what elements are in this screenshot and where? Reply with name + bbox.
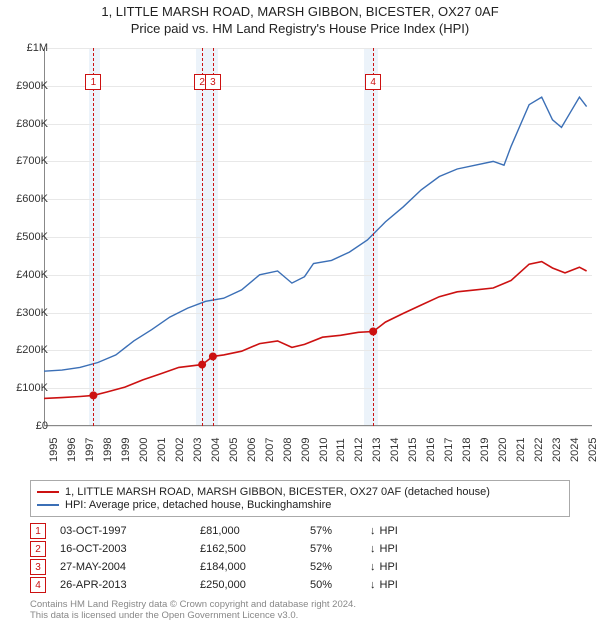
transaction-row: 2 16-OCT-2003£162,50057%↓ HPI bbox=[30, 540, 570, 558]
transaction-price: £162,500 bbox=[200, 543, 310, 555]
x-tick-label: 2009 bbox=[300, 438, 312, 462]
x-tick-label: 2014 bbox=[389, 438, 401, 462]
transactions-table: 103-OCT-1997£81,00057%↓HPI216-OCT-2003£1… bbox=[30, 522, 570, 594]
y-tick-label: £300K bbox=[16, 307, 48, 319]
marker-vline bbox=[93, 48, 94, 426]
transaction-pct: 52% bbox=[310, 561, 370, 573]
transaction-date: 16-OCT-2003 bbox=[60, 543, 200, 555]
x-tick-label: 2018 bbox=[461, 438, 473, 462]
x-tick-label: 2005 bbox=[228, 438, 240, 462]
x-tick-label: 1995 bbox=[48, 438, 60, 462]
x-tick-label: 2001 bbox=[156, 438, 168, 462]
title-line-1: 1, LITTLE MARSH ROAD, MARSH GIBBON, BICE… bbox=[0, 4, 600, 21]
x-tick-label: 2007 bbox=[264, 438, 276, 462]
marker-label-4: 4 bbox=[365, 74, 381, 90]
transaction-row: 4 26-APR-2013£250,00050%↓ HPI bbox=[30, 576, 570, 594]
transaction-number: 4 bbox=[30, 577, 46, 593]
x-tick-label: 2023 bbox=[551, 438, 563, 462]
transaction-suffix: HPI bbox=[380, 561, 398, 573]
x-tick-label: 1998 bbox=[102, 438, 114, 462]
transaction-price: £81,000 bbox=[200, 525, 310, 537]
x-tick-label: 1997 bbox=[84, 438, 96, 462]
legend-label: HPI: Average price, detached house, Buck… bbox=[65, 499, 331, 511]
x-tick-label: 2021 bbox=[515, 438, 527, 462]
plot-area: 1234 bbox=[44, 48, 592, 426]
legend-swatch bbox=[37, 491, 59, 493]
x-tick-label: 2015 bbox=[407, 438, 419, 462]
x-tick-label: 2022 bbox=[533, 438, 545, 462]
x-tick-label: 1996 bbox=[66, 438, 78, 462]
transaction-row: 1 03-OCT-1997£81,00057%↓ HPI bbox=[30, 522, 570, 540]
title-line-2: Price paid vs. HM Land Registry's House … bbox=[0, 21, 600, 38]
legend: 1, LITTLE MARSH ROAD, MARSH GIBBON, BICE… bbox=[30, 480, 570, 517]
x-tick-label: 2025 bbox=[587, 438, 599, 462]
down-arrow-icon: ↓ bbox=[370, 579, 376, 591]
line-chart bbox=[44, 48, 592, 426]
x-tick-label: 2013 bbox=[371, 438, 383, 462]
transaction-price: £184,000 bbox=[200, 561, 310, 573]
series-hpi bbox=[44, 97, 587, 371]
down-arrow-icon: ↓ bbox=[370, 561, 376, 573]
legend-label: 1, LITTLE MARSH ROAD, MARSH GIBBON, BICE… bbox=[65, 486, 490, 498]
x-tick-label: 2010 bbox=[318, 438, 330, 462]
down-arrow-icon: ↓ bbox=[370, 525, 376, 537]
series-property bbox=[44, 262, 587, 399]
gridline bbox=[44, 426, 592, 427]
x-tick-label: 2016 bbox=[425, 438, 437, 462]
transaction-number: 3 bbox=[30, 559, 46, 575]
y-tick-label: £900K bbox=[16, 80, 48, 92]
y-tick-label: £100K bbox=[16, 382, 48, 394]
marker-vline bbox=[373, 48, 374, 426]
x-tick-label: 1999 bbox=[120, 438, 132, 462]
y-tick-label: £500K bbox=[16, 231, 48, 243]
figure: 1, LITTLE MARSH ROAD, MARSH GIBBON, BICE… bbox=[0, 0, 600, 620]
y-tick-label: £1M bbox=[27, 42, 48, 54]
x-tick-label: 2012 bbox=[353, 438, 365, 462]
down-arrow-icon: ↓ bbox=[370, 543, 376, 555]
x-tick-label: 2006 bbox=[246, 438, 258, 462]
x-tick-label: 2019 bbox=[479, 438, 491, 462]
footer-attribution: Contains HM Land Registry data © Crown c… bbox=[30, 600, 570, 622]
marker-vline bbox=[213, 48, 214, 426]
x-tick-label: 2000 bbox=[138, 438, 150, 462]
legend-row: HPI: Average price, detached house, Buck… bbox=[37, 499, 563, 511]
transaction-suffix: HPI bbox=[380, 525, 398, 537]
transaction-date: 03-OCT-1997 bbox=[60, 525, 200, 537]
x-tick-label: 2020 bbox=[497, 438, 509, 462]
x-tick-label: 2002 bbox=[174, 438, 186, 462]
marker-label-3: 3 bbox=[205, 74, 221, 90]
x-tick-label: 2003 bbox=[192, 438, 204, 462]
transaction-suffix: HPI bbox=[380, 579, 398, 591]
x-tick-label: 2004 bbox=[210, 438, 222, 462]
x-tick-label: 2017 bbox=[443, 438, 455, 462]
transaction-pct: 57% bbox=[310, 543, 370, 555]
transaction-pct: 57% bbox=[310, 525, 370, 537]
footer-line-2: This data is licensed under the Open Gov… bbox=[30, 611, 570, 622]
chart-title: 1, LITTLE MARSH ROAD, MARSH GIBBON, BICE… bbox=[0, 0, 600, 38]
legend-swatch bbox=[37, 504, 59, 506]
y-tick-label: £400K bbox=[16, 269, 48, 281]
transaction-price: £250,000 bbox=[200, 579, 310, 591]
transaction-date: 26-APR-2013 bbox=[60, 579, 200, 591]
y-tick-label: £700K bbox=[16, 155, 48, 167]
y-tick-label: £800K bbox=[16, 118, 48, 130]
transaction-number: 1 bbox=[30, 523, 46, 539]
marker-label-1: 1 bbox=[85, 74, 101, 90]
transaction-pct: 50% bbox=[310, 579, 370, 591]
marker-vline bbox=[202, 48, 203, 426]
y-tick-label: £200K bbox=[16, 344, 48, 356]
transaction-row: 3 27-MAY-2004£184,00052%↓ HPI bbox=[30, 558, 570, 576]
x-tick-label: 2008 bbox=[282, 438, 294, 462]
transaction-suffix: HPI bbox=[380, 543, 398, 555]
transaction-number: 2 bbox=[30, 541, 46, 557]
x-tick-label: 2011 bbox=[335, 438, 347, 462]
transaction-date: 27-MAY-2004 bbox=[60, 561, 200, 573]
x-tick-label: 2024 bbox=[569, 438, 581, 462]
x-axis-labels: 1995 1996 1997 1998 1999 2000 2001 2002 2003 2004… bbox=[44, 430, 592, 480]
legend-row: 1, LITTLE MARSH ROAD, MARSH GIBBON, BICE… bbox=[37, 486, 563, 498]
y-tick-label: £600K bbox=[16, 193, 48, 205]
